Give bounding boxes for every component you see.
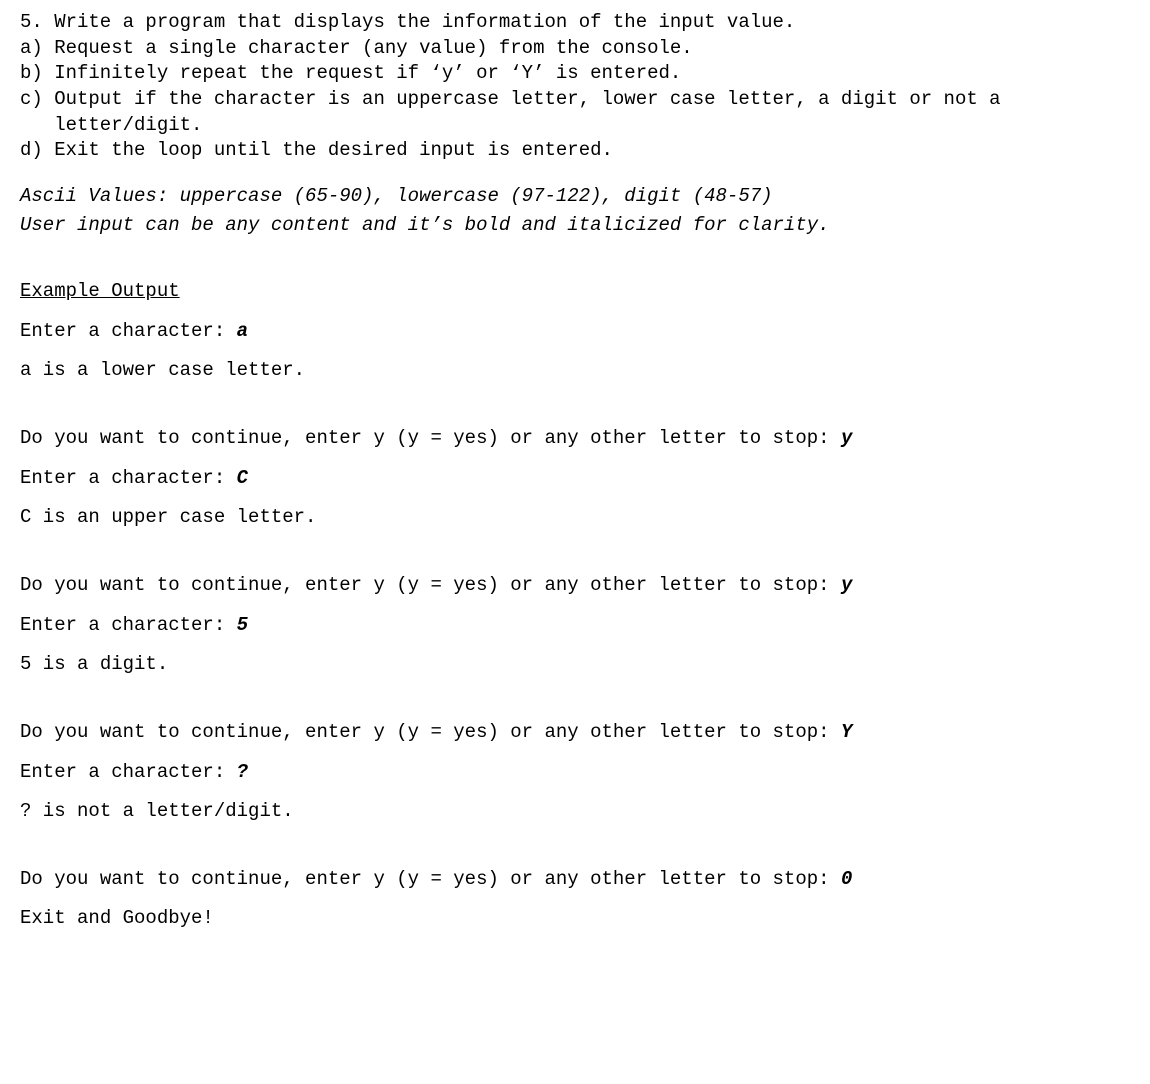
user-input-cont-5: 0 xyxy=(841,868,852,890)
example-output-header: Example Output xyxy=(20,279,1130,305)
result-line-4: ? is not a letter/digit. xyxy=(20,799,1130,825)
item-marker-b: b) xyxy=(20,61,54,87)
item-marker-d: d) xyxy=(20,138,54,164)
continue-prompt-line: Do you want to continue, enter y (y = ye… xyxy=(20,720,1130,746)
ascii-note: Ascii Values: uppercase (65-90), lowerca… xyxy=(20,184,1130,210)
item-text-c: Output if the character is an uppercase … xyxy=(54,87,1130,138)
enter-prompt: Enter a character: xyxy=(20,761,237,783)
exit-line: Exit and Goodbye! xyxy=(20,906,1130,932)
enter-prompt-line: Enter a character: a xyxy=(20,319,1130,345)
problem-statement-text: Write a program that displays the inform… xyxy=(54,10,795,36)
continue-prompt-line: Do you want to continue, enter y (y = ye… xyxy=(20,867,1130,893)
problem-title-line: 5. Write a program that displays the inf… xyxy=(20,10,1130,36)
user-input-cont-3: y xyxy=(841,574,852,596)
continue-prompt-line: Do you want to continue, enter y (y = ye… xyxy=(20,426,1130,452)
continue-prompt: Do you want to continue, enter y (y = ye… xyxy=(20,721,841,743)
item-text-a: Request a single character (any value) f… xyxy=(54,36,693,62)
user-input-2: C xyxy=(237,467,248,489)
item-text-d: Exit the loop until the desired input is… xyxy=(54,138,613,164)
problem-number: 5. xyxy=(20,10,54,36)
enter-prompt-line: Enter a character: C xyxy=(20,466,1130,492)
user-input-cont-4: Y xyxy=(841,721,852,743)
enter-prompt: Enter a character: xyxy=(20,614,237,636)
problem-item-c: c) Output if the character is an upperca… xyxy=(20,87,1130,138)
clarity-note: User input can be any content and it’s b… xyxy=(20,213,1130,239)
result-line-2: C is an upper case letter. xyxy=(20,505,1130,531)
problem-statement: 5. Write a program that displays the inf… xyxy=(20,10,1130,164)
continue-prompt-line: Do you want to continue, enter y (y = ye… xyxy=(20,573,1130,599)
result-line-1: a is a lower case letter. xyxy=(20,358,1130,384)
item-text-b: Infinitely repeat the request if ‘y’ or … xyxy=(54,61,681,87)
continue-prompt: Do you want to continue, enter y (y = ye… xyxy=(20,574,841,596)
user-input-1: a xyxy=(237,320,248,342)
continue-prompt: Do you want to continue, enter y (y = ye… xyxy=(20,427,841,449)
enter-prompt: Enter a character: xyxy=(20,467,237,489)
result-line-3: 5 is a digit. xyxy=(20,652,1130,678)
enter-prompt-line: Enter a character: 5 xyxy=(20,613,1130,639)
user-input-4: ? xyxy=(237,761,248,783)
enter-prompt: Enter a character: xyxy=(20,320,237,342)
item-marker-c: c) xyxy=(20,87,54,138)
user-input-cont-2: y xyxy=(841,427,852,449)
continue-prompt: Do you want to continue, enter y (y = ye… xyxy=(20,868,841,890)
item-marker-a: a) xyxy=(20,36,54,62)
problem-item-a: a) Request a single character (any value… xyxy=(20,36,1130,62)
problem-item-b: b) Infinitely repeat the request if ‘y’ … xyxy=(20,61,1130,87)
user-input-3: 5 xyxy=(237,614,248,636)
enter-prompt-line: Enter a character: ? xyxy=(20,760,1130,786)
problem-item-d: d) Exit the loop until the desired input… xyxy=(20,138,1130,164)
